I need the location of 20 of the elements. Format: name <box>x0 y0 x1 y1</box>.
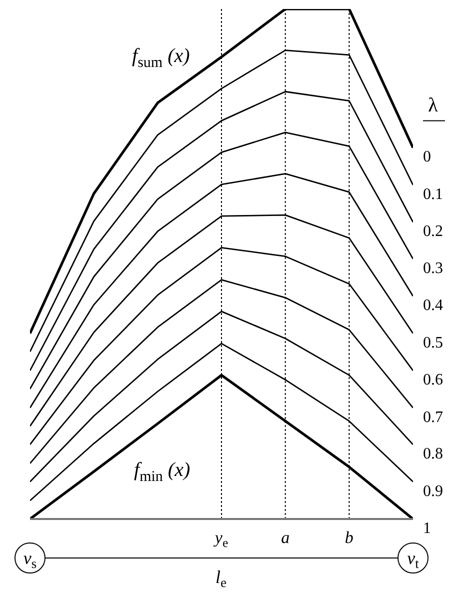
series-label: 1 <box>423 520 431 537</box>
legend-title: λ <box>428 94 438 117</box>
annotation: f$_{sum}$ (x) <box>132 45 190 70</box>
x-tick-label: a <box>281 528 290 547</box>
series-label: 0.1 <box>423 186 443 203</box>
annotation: f$_{min}$ (x) <box>134 459 190 484</box>
x-tick-label: b <box>344 528 354 547</box>
series-label: 0.7 <box>423 408 443 426</box>
series-label: 0 <box>423 148 431 166</box>
series-label: 0.6 <box>423 372 443 389</box>
series-label: 0.5 <box>423 334 443 352</box>
series-label: 0.8 <box>423 446 443 463</box>
series-label: 0.2 <box>423 223 443 240</box>
series-label: 0.3 <box>423 260 443 277</box>
series-label: 0.9 <box>423 482 443 500</box>
text: v$_{s}$ <box>23 548 37 572</box>
text: l$_{e}$ <box>215 567 227 590</box>
x-tick-label: y$_{e}$ <box>212 528 228 550</box>
text: v$_{t}$ <box>407 548 420 572</box>
series-label: 0.4 <box>423 297 443 314</box>
